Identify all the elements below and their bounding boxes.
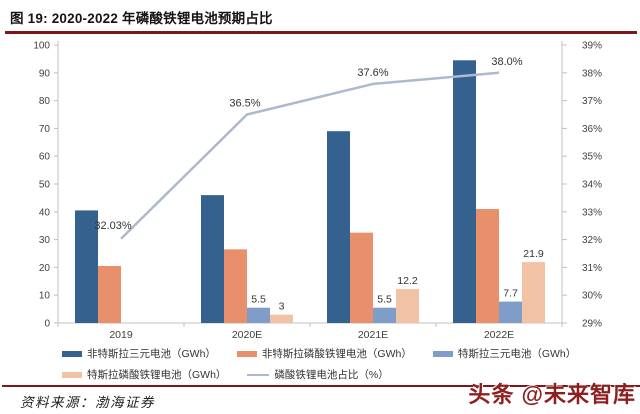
legend-bar-swatch: [432, 350, 453, 357]
footer-divider: [2, 385, 640, 387]
x-axis-category-label: 2020E: [232, 329, 262, 341]
left-axis-tick-label: 40: [39, 207, 51, 218]
line-value-label: 37.6%: [357, 67, 388, 79]
bar-1-2020E: [224, 249, 247, 323]
chart-legend-row-2: 特斯拉磷酸铁锂电池（GWh） 磷酸铁锂电池占比（%）: [62, 367, 389, 382]
right-axis-tick-label: 32%: [582, 235, 602, 246]
bar-value-label: 21.9: [523, 248, 544, 260]
left-axis-tick-label: 60: [39, 152, 51, 163]
left-axis-tick-label: 20: [39, 263, 51, 274]
source-note: 资料来源：渤海证券: [20, 395, 155, 410]
bar-2-2020E: [247, 307, 270, 323]
left-axis-tick-label: 50: [39, 180, 51, 191]
right-axis-tick-label: 37%: [582, 96, 602, 107]
chart-canvas: 0 10 20 30 40 50 60 70 80 90 100 29% 30% 31% 32% 33% 34%…: [33, 41, 602, 342]
legend-label: 非特斯拉磷酸铁锂电池（GWh）: [261, 348, 412, 360]
legend-bar-swatch: [62, 350, 82, 357]
right-axis-tick-label: 39%: [582, 41, 602, 52]
title-divider: [5, 31, 637, 34]
left-axis-tick-label: 80: [39, 96, 51, 107]
legend-item: 特斯拉磷酸铁锂电池（GWh）: [62, 367, 226, 382]
bar-3-2022E: [522, 262, 545, 323]
line-series: [120, 71, 500, 240]
left-axis-tick-label: 30: [39, 235, 51, 246]
legend-label: 特斯拉三元电池（GWh）: [457, 348, 577, 360]
bar-0-2021E: [327, 131, 350, 323]
watermark-logo: 头条 @未来智库: [468, 382, 636, 407]
legend-label: 非特斯拉三元电池（GWh）: [87, 348, 216, 360]
bar-1-2019: [98, 266, 121, 323]
bar-value-label: 12.2: [397, 275, 418, 287]
bar-value-label: 5.5: [377, 294, 392, 306]
right-axis-tick-label: 35%: [582, 152, 602, 163]
bar-0-2019: [75, 210, 98, 323]
legend-bar-swatch: [236, 350, 257, 357]
x-axis-category-label: 2021E: [358, 329, 388, 341]
legend-bar-swatch: [62, 371, 82, 378]
bar-value-label: 5.5: [251, 294, 266, 306]
x-axis-category-label: 2019: [109, 329, 133, 341]
left-axis-tick-label: 90: [39, 68, 51, 79]
bar-0-2022E: [453, 60, 476, 323]
right-axis-tick-label: 36%: [582, 124, 602, 135]
left-axis-tick-label: 100: [33, 41, 50, 52]
right-axis-tick-label: 38%: [582, 68, 602, 79]
right-axis-tick-label: 31%: [582, 263, 602, 274]
line-value-label: 32.03%: [94, 220, 132, 232]
right-axis-tick-label: 34%: [582, 180, 602, 191]
right-axis-tick-label: 29%: [582, 319, 602, 330]
legend-label: 磷酸铁锂电池占比（%）: [274, 369, 389, 381]
right-axis-tick-label: 33%: [582, 207, 602, 218]
left-axis-tick-label: 10: [39, 291, 51, 302]
left-axis-tick-label: 0: [44, 319, 50, 330]
right-axis-tick-label: 30%: [582, 291, 602, 302]
legend-label: 特斯拉磷酸铁锂电池（GWh）: [87, 369, 227, 381]
legend-item: 磷酸铁锂电池占比（%）: [247, 367, 389, 382]
bar-2-2022E: [499, 301, 522, 323]
left-axis-tick-label: 70: [39, 124, 51, 135]
legend-item: 非特斯拉三元电池（GWh）: [62, 346, 216, 361]
legend-line-swatch: [247, 373, 270, 376]
figure-title: 图 19: 2020-2022 年磷酸铁锂电池预期占比: [10, 11, 273, 26]
bar-2-2021E: [373, 307, 396, 323]
bar-3-2021E: [396, 289, 419, 323]
bar-1-2021E: [350, 232, 373, 323]
line-value-label: 38.0%: [491, 56, 522, 68]
bar-1-2022E: [476, 209, 499, 323]
bar-3-2020E: [270, 314, 293, 323]
legend-item: 非特斯拉磷酸铁锂电池（GWh）: [236, 346, 412, 361]
bar-value-label: 7.7: [503, 288, 518, 300]
x-axis-category-label: 2022E: [484, 329, 514, 341]
chart-legend-row-1: 非特斯拉三元电池（GWh） 非特斯拉磷酸铁锂电池（GWh） 特斯拉三元电池（GWh）: [62, 346, 576, 361]
bar-value-label: 3: [279, 301, 285, 313]
legend-item: 特斯拉三元电池（GWh）: [432, 346, 577, 361]
bar-0-2020E: [201, 195, 224, 323]
line-value-label: 36.5%: [229, 98, 260, 110]
